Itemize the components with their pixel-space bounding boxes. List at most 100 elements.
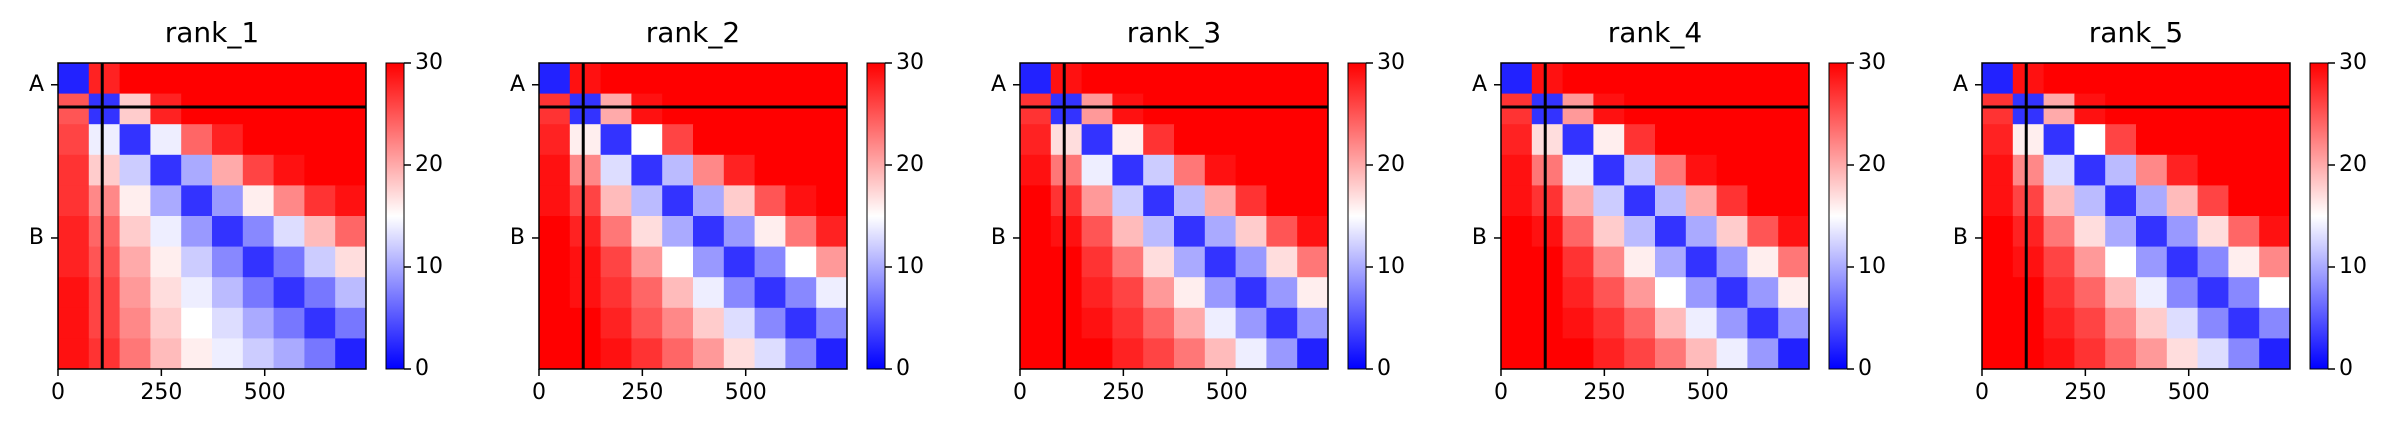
heatmap-cell [1685, 307, 1718, 339]
heatmap-cell [88, 246, 121, 278]
x-tick-label: 0 [51, 380, 65, 405]
heatmap-cell [1562, 338, 1594, 370]
heatmap-cell [2228, 216, 2260, 248]
heatmap-cell [2136, 216, 2168, 248]
heatmap-cell [1778, 277, 1810, 309]
heatmap-cell [2074, 154, 2106, 186]
heatmap-cell [335, 93, 367, 125]
heatmap-cell [1685, 93, 1718, 125]
heatmap-cell [600, 277, 632, 309]
heatmap-cell [1204, 216, 1237, 248]
x-tick-label: 0 [1975, 380, 1989, 405]
heatmap-cell [1020, 338, 1052, 370]
heatmap-cell [1655, 277, 1687, 309]
heatmap-cell [1204, 185, 1237, 217]
heatmap-cell [1266, 154, 1298, 186]
heatmap-cell [693, 216, 725, 248]
heatmap-cell [693, 124, 725, 156]
x-tick-label: 0 [1013, 380, 1027, 405]
heatmap-cell [631, 154, 663, 186]
heatmap-cell [1050, 154, 1083, 186]
heatmap-cell [2197, 154, 2229, 186]
heatmap-cell [1747, 63, 1779, 95]
heatmap-cell [2105, 124, 2137, 156]
heatmap-cell [1020, 185, 1052, 217]
heatmap-cell [1501, 154, 1533, 186]
x-tick-label: 0 [1494, 380, 1508, 405]
heatmap-cell [2259, 185, 2291, 217]
heatmap-cell [304, 216, 336, 248]
y-tick-label: B [1472, 225, 1487, 250]
heatmap-cell [693, 63, 725, 95]
heatmap-cell [335, 154, 367, 186]
colorbar [1347, 62, 1367, 370]
y-tick-label: A [510, 72, 525, 97]
heatmap-cell [1297, 124, 1329, 156]
heatmap-cell [58, 277, 90, 309]
heatmap-cell [273, 307, 305, 339]
heatmap-cell [1235, 216, 1267, 248]
heatmap-cell [273, 216, 305, 248]
heatmap-cell [569, 246, 602, 278]
heatmap-cell [600, 124, 632, 156]
heatmap-cell [600, 216, 632, 248]
heatmap-cell [662, 307, 694, 339]
heatmap-cell [1655, 216, 1687, 248]
heatmap-cell [1020, 124, 1052, 156]
heatmap-cell [58, 93, 90, 125]
heatmap-cell [2043, 154, 2075, 186]
heatmap-cell [2136, 338, 2168, 370]
heatmap-cell [1747, 154, 1779, 186]
heatmap-cell [1297, 185, 1329, 217]
heatmap-cell [2105, 338, 2137, 370]
heatmap-cell [569, 124, 602, 156]
heatmap-cell [1050, 307, 1083, 339]
heatmap-cell [1050, 338, 1083, 370]
heatmap-cell [1050, 93, 1083, 125]
heatmap-cell [2105, 185, 2137, 217]
heatmap-cell [1685, 63, 1718, 95]
panel: rank_1 0 250 500 A B 0 10 20 30 [29, 16, 443, 405]
heatmap-cell [2012, 154, 2045, 186]
heatmap-cell [754, 185, 786, 217]
heatmap-cell [1174, 124, 1206, 156]
colorbar-tick-label: 20 [2339, 152, 2367, 177]
heatmap-cell [150, 154, 182, 186]
heatmap-cell [1747, 307, 1779, 339]
heatmap-cell [2228, 63, 2260, 95]
heatmap-cell [1112, 63, 1144, 95]
heatmap-cell [631, 307, 663, 339]
heatmap-cell [2197, 216, 2229, 248]
heatmap-cell [539, 185, 571, 217]
heatmap-cell [2259, 154, 2291, 186]
heatmap-cell [2043, 93, 2075, 125]
heatmap-cell [1747, 93, 1779, 125]
heatmap-cell [335, 246, 367, 278]
heatmap-cell [1624, 246, 1656, 278]
heatmap-cell [2228, 338, 2260, 370]
colorbar-tick-label: 10 [1858, 254, 1886, 279]
heatmap-cell [2136, 185, 2168, 217]
heatmap-cell [181, 93, 213, 125]
heatmap-cell [1531, 307, 1564, 339]
heatmap-cell [150, 246, 182, 278]
y-tick-label: A [29, 72, 44, 97]
heatmap-cell [1204, 246, 1237, 278]
heatmap-cell [88, 185, 121, 217]
heatmap-cell [1266, 93, 1298, 125]
heatmap-cell [2197, 338, 2229, 370]
heatmap-cell [723, 216, 756, 248]
colorbar-tick-label: 20 [1377, 152, 1405, 177]
heatmap-cell [754, 93, 786, 125]
heatmap-cell [1266, 277, 1298, 309]
heatmap-cell [88, 277, 121, 309]
colorbar-tick-label: 10 [2339, 254, 2367, 279]
heatmap-cell [181, 246, 213, 278]
heatmap-cell [2197, 185, 2229, 217]
colorbar-tick-label: 10 [415, 254, 443, 279]
heatmap-cell [1297, 246, 1329, 278]
heatmap-cell [1982, 338, 2014, 370]
heatmap-cell [1531, 124, 1564, 156]
heatmap-cell [2105, 154, 2137, 186]
